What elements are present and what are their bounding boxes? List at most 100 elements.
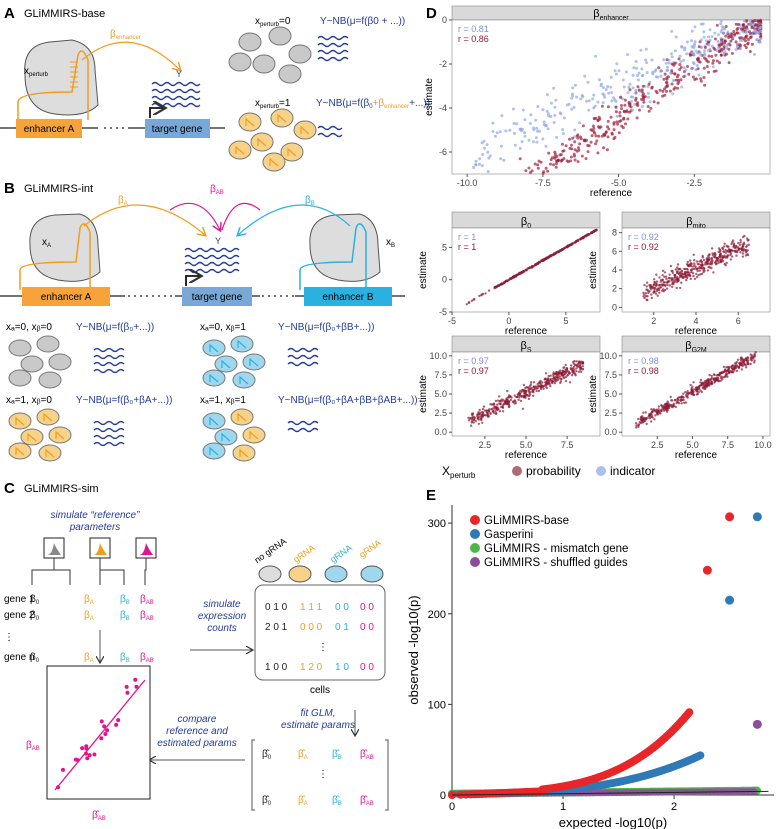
condition-label: xₐ=1, xᵦ=0 (6, 395, 52, 406)
data-point (670, 55, 674, 59)
data-point (715, 378, 718, 381)
r-indicator: r = 0.81 (458, 24, 489, 34)
data-point (738, 47, 742, 51)
data-point (725, 261, 728, 265)
data-point (695, 272, 698, 276)
data-point (615, 120, 619, 124)
data-point (732, 30, 736, 33)
data-point (722, 250, 725, 253)
comparison-dot (92, 752, 97, 757)
panel-a: A GLiMMIRS-base xperturb βenhancer Y enh… (0, 5, 430, 172)
data-point (698, 51, 702, 55)
data-point (666, 65, 669, 69)
grna-mark (239, 375, 249, 385)
data-point (633, 102, 637, 106)
data-point (675, 286, 678, 290)
data-point (678, 54, 682, 58)
data-point (487, 289, 491, 292)
data-point (635, 66, 638, 70)
data-point (758, 29, 762, 33)
data-point (555, 250, 559, 254)
data-point (499, 283, 502, 286)
data-point (705, 65, 709, 68)
data-point (645, 71, 649, 74)
data-point (583, 235, 587, 238)
cells-label: cells (310, 685, 330, 696)
data-point (552, 163, 555, 167)
data-point (659, 69, 663, 73)
data-point (607, 91, 611, 95)
data-point (714, 263, 718, 266)
data-point (679, 399, 682, 403)
data-point (649, 106, 653, 110)
data-point (720, 38, 724, 42)
data-point (520, 394, 524, 398)
grna-mark (300, 125, 310, 135)
data-point (612, 96, 616, 100)
data-point (678, 63, 682, 66)
data-point (744, 366, 748, 369)
data-point (636, 78, 640, 82)
points (465, 228, 598, 306)
data-point (718, 253, 722, 257)
data-point (594, 54, 598, 58)
y-tick-label: 100 (428, 699, 446, 711)
grna-mark (27, 432, 37, 442)
data-point (513, 131, 516, 135)
data-point (737, 246, 740, 249)
data-point (722, 26, 726, 30)
data-point (692, 274, 695, 278)
data-point (547, 151, 551, 155)
scatter-chart: βG2M 2.5 5.0 7.5 10.0 0.0 2.5 5.0 7.5 10.0 referen… (588, 335, 772, 461)
data-point (568, 137, 571, 141)
transcript (287, 427, 319, 433)
x-tick-label: -7.5 (535, 178, 551, 188)
data-point (523, 131, 527, 135)
x-tick-label: 5.0 (686, 440, 699, 450)
data-point (721, 256, 725, 259)
transcript (93, 427, 125, 433)
count-cell: 0 1 (335, 622, 349, 633)
data-point (704, 383, 707, 386)
x-tick-label: 0 (449, 801, 455, 813)
data-point (559, 375, 562, 378)
data-point (541, 137, 545, 141)
data-point (697, 273, 700, 277)
data-point (696, 67, 700, 71)
data-point (508, 278, 511, 281)
data-point (536, 166, 540, 170)
data-point (645, 285, 648, 288)
xb-label: xB (386, 237, 395, 249)
data-point (504, 129, 508, 133)
data-point (551, 254, 554, 257)
data-point (737, 241, 740, 245)
data-point (644, 292, 648, 295)
data-point (741, 358, 744, 361)
data-point (575, 95, 579, 99)
data-point (542, 384, 545, 388)
count-matrix-frame (254, 584, 386, 681)
data-point (587, 144, 591, 148)
data-point (553, 152, 557, 156)
data-point (564, 144, 568, 148)
data-point (587, 99, 591, 103)
data-point (744, 30, 748, 34)
data-point (536, 105, 540, 108)
data-point (623, 103, 627, 107)
data-point (511, 107, 515, 111)
data-point (647, 415, 650, 418)
data-point (693, 42, 696, 46)
data-point (511, 275, 515, 278)
data-point (690, 39, 693, 43)
data-point (723, 368, 727, 371)
data-point (739, 356, 743, 359)
data-point (647, 82, 651, 86)
data-point (713, 37, 717, 41)
comparison-dot (103, 732, 108, 737)
data-point (742, 37, 746, 41)
data-point (481, 153, 485, 156)
data-point (663, 271, 667, 274)
data-point (671, 271, 674, 275)
r-probability: r = 0.97 (458, 366, 489, 376)
data-point (500, 398, 503, 401)
